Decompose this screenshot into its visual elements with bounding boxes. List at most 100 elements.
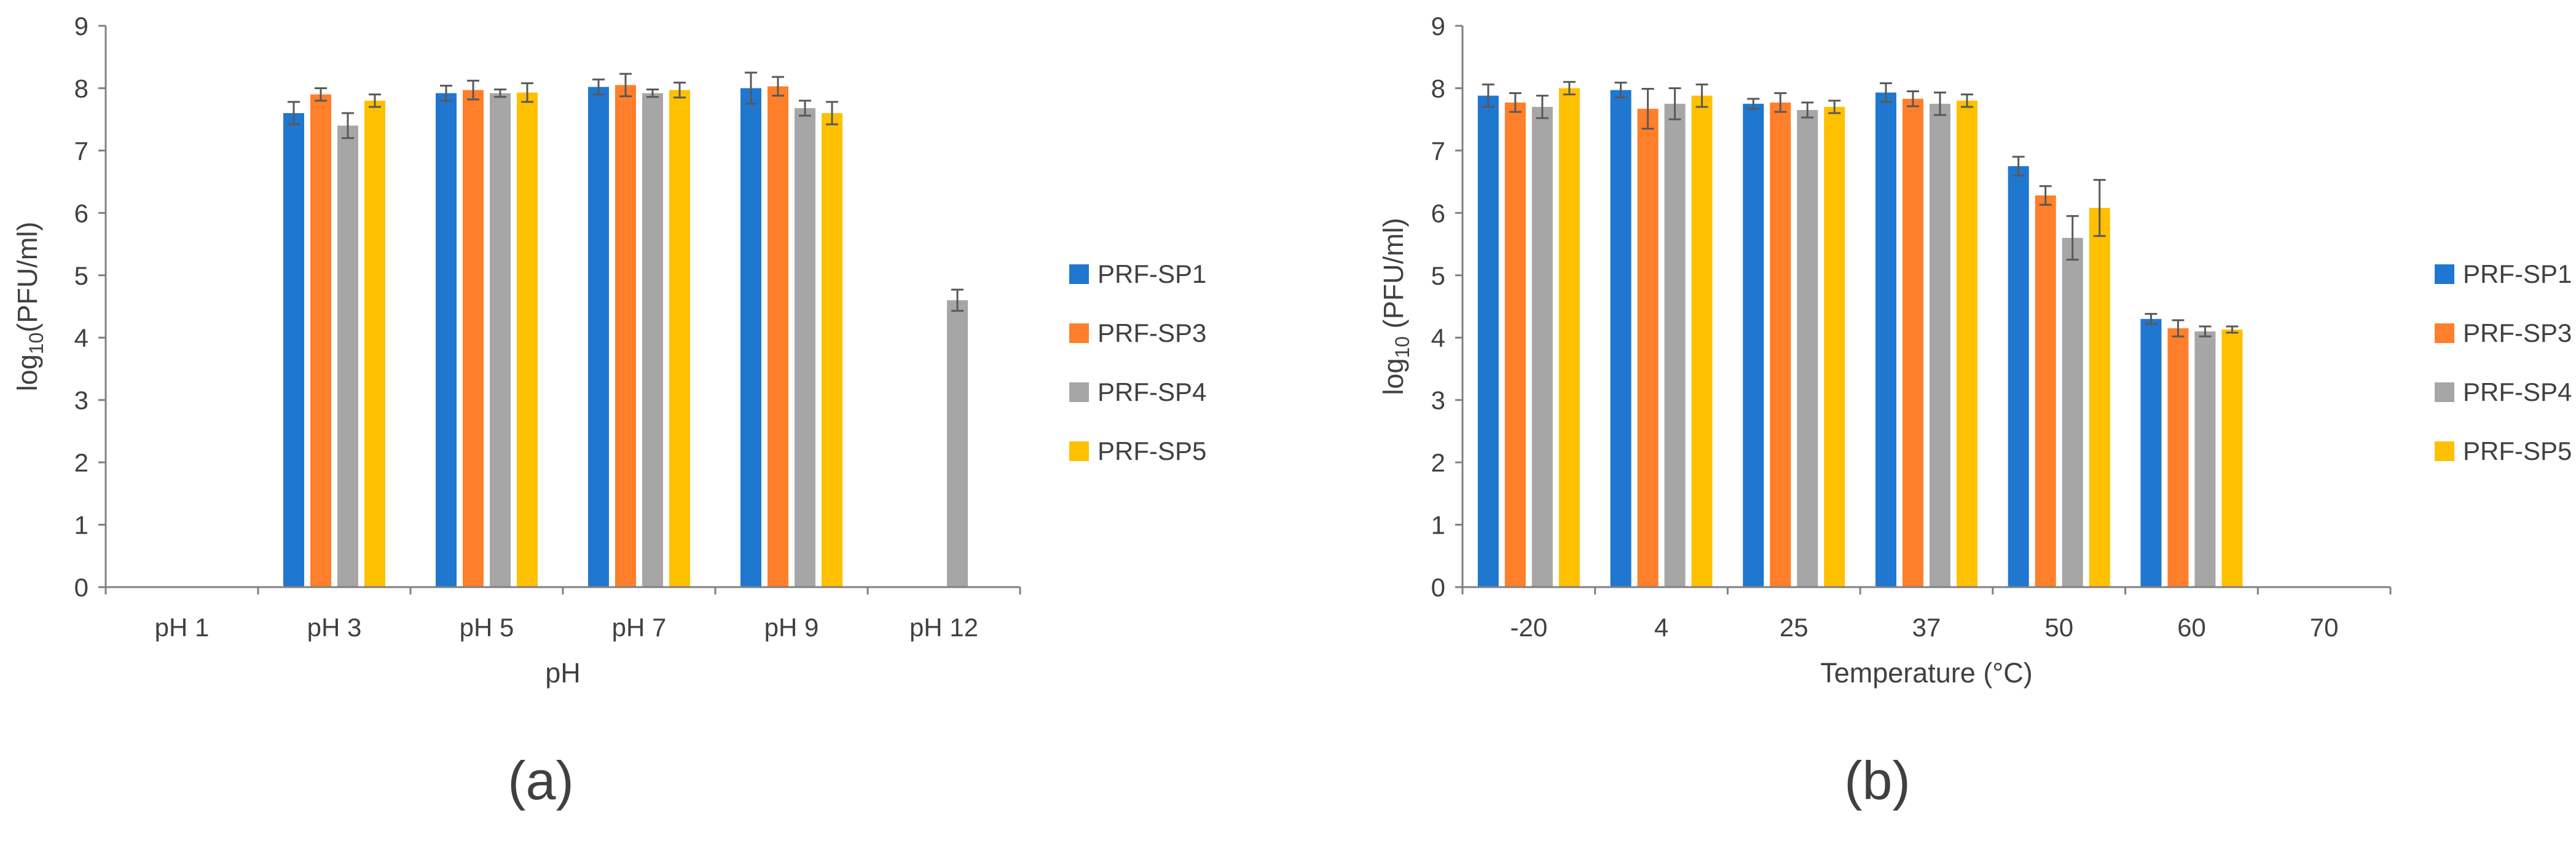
error-bar-prf-sp5-ph-7 — [673, 81, 686, 99]
x-tick-label: pH 7 — [612, 613, 667, 642]
error-bar-prf-sp3-60 — [2172, 319, 2185, 338]
error-bar-prf-sp1-ph-3 — [288, 101, 300, 125]
legend: PRF-SP1 PRF-SP3 PRF-SP4 PRF-SP5 — [1069, 259, 1206, 465]
legend-item-prf-sp5: PRF-SP5 — [1069, 436, 1206, 465]
x-tick-label: 70 — [2310, 613, 2339, 642]
y-tick-label: 7 — [1431, 136, 1445, 165]
x-tick-label: pH 3 — [307, 613, 362, 642]
error-bar-prf-sp1-37 — [1880, 82, 1892, 103]
legend-item-prf-sp4: PRF-SP4 — [1069, 377, 1206, 406]
bar-prf-sp4-4 — [1664, 103, 1686, 588]
bar-prf-sp3-37 — [1903, 98, 1923, 587]
bar-prf-sp1-25 — [1743, 103, 1764, 588]
legend-swatch — [1069, 264, 1089, 284]
legend-label: PRF-SP1 — [1098, 259, 1206, 288]
error-bar-prf-sp4-60 — [2199, 325, 2212, 338]
y-axis-label-prefix: log — [1378, 358, 1409, 395]
error-bar-prf-sp1-60 — [2145, 313, 2158, 325]
error-bar-prf-sp3-37 — [1907, 90, 1919, 108]
x-tick-label: 37 — [1912, 613, 1941, 642]
bar-prf-sp5-60 — [2221, 330, 2243, 587]
y-tick-label: 1 — [1431, 511, 1445, 540]
legend-swatch — [1069, 323, 1089, 343]
y-tick-label: 5 — [74, 261, 88, 290]
bar-prf-sp1-ph-9 — [740, 88, 761, 587]
y-tick-label: 0 — [74, 573, 88, 602]
bar-prf-sp4-37 — [1930, 103, 1950, 588]
x-tick-label: pH 5 — [460, 613, 514, 642]
error-bar-prf-sp5-4 — [1695, 83, 1708, 108]
error-bar-prf-sp4-ph-5 — [494, 88, 506, 98]
y-tick-label: 7 — [74, 136, 88, 165]
bar-prf-sp4-ph-9 — [795, 108, 815, 587]
error-bar-prf-sp3-ph-9 — [772, 76, 784, 97]
bar-prf-sp4-ph-5 — [490, 93, 511, 587]
legend-label: PRF-SP4 — [1098, 377, 1206, 406]
error-bar-prf-sp4-20 — [1536, 95, 1549, 119]
x-tick-group: -20 4 25 37 50 60 70 — [1461, 587, 2392, 642]
legend-swatch — [1069, 382, 1089, 402]
bar-prf-sp4-25 — [1797, 109, 1818, 587]
y-axis-label: log10(PFU/ml) — [12, 222, 47, 392]
bar-prf-sp3-20 — [1504, 102, 1526, 587]
y-tick-label: 4 — [74, 323, 88, 352]
error-bar-prf-sp5-20 — [1563, 81, 1576, 96]
chart-panel-b: 0 1 2 3 4 5 6 7 8 9 -20 4 25 37 50 60 70 PRF-SP1 PRF-SP3… — [1378, 12, 2572, 811]
error-bar-prf-sp3-4 — [1641, 87, 1654, 130]
legend-item-prf-sp1: PRF-SP1 — [2435, 259, 2572, 288]
error-bar-prf-sp4-ph-7 — [646, 88, 659, 98]
legend-label: PRF-SP5 — [1098, 436, 1206, 465]
bar-prf-sp1-60 — [2140, 318, 2162, 587]
x-tick-label: 4 — [1654, 613, 1668, 642]
bar-prf-sp4-60 — [2194, 331, 2216, 587]
x-tick-label: 50 — [2044, 613, 2073, 642]
bar-prf-sp1-ph-3 — [283, 113, 304, 587]
bar-prf-sp5-25 — [1824, 106, 1845, 587]
bar-prf-sp5-37 — [1957, 100, 1977, 587]
y-tick-label: 3 — [1431, 386, 1445, 415]
panel-label-b: (b) — [1844, 750, 1910, 811]
error-bar-prf-sp1-25 — [1747, 98, 1760, 110]
legend-swatch — [2435, 264, 2454, 284]
y-tick-label: 6 — [74, 199, 88, 227]
error-bar-prf-sp1-50 — [2012, 156, 2025, 176]
error-bar-prf-sp3-ph-5 — [467, 79, 479, 101]
legend: PRF-SP1 PRF-SP3 PRF-SP4 PRF-SP5 — [2435, 259, 2572, 465]
legend-swatch — [2435, 323, 2454, 343]
bar-prf-sp1-50 — [2008, 166, 2029, 587]
bar-group — [283, 85, 968, 588]
error-bar-prf-sp3-20 — [1509, 92, 1522, 113]
error-bar-prf-sp4-50 — [2066, 215, 2079, 261]
error-bar-prf-sp4-ph-3 — [342, 112, 354, 140]
error-bar-prf-sp1-ph-7 — [592, 78, 605, 96]
error-bar-prf-sp5-25 — [1828, 100, 1841, 114]
y-axis-label-subscript: 10 — [25, 333, 47, 355]
bar-prf-sp3-4 — [1637, 108, 1659, 587]
panel-label-a: (a) — [508, 750, 574, 811]
bar-prf-sp5-50 — [2089, 208, 2110, 587]
bar-prf-sp5-4 — [1691, 95, 1713, 587]
error-bar-prf-sp1-ph-9 — [745, 71, 757, 105]
legend-label: PRF-SP3 — [1098, 318, 1206, 347]
legend-item-prf-sp5: PRF-SP5 — [2435, 436, 2572, 465]
error-bar-prf-sp4-4 — [1668, 87, 1681, 120]
y-tick-label: 2 — [1431, 448, 1445, 477]
y-tick-group: 0 1 2 3 4 5 6 7 8 9 — [1431, 12, 1463, 602]
y-tick-label: 2 — [74, 448, 88, 477]
error-bar-prf-sp4-ph-9 — [799, 100, 811, 117]
legend-label: PRF-SP3 — [2463, 318, 2572, 347]
bar-prf-sp3-ph-7 — [615, 85, 636, 588]
y-tick-label: 1 — [74, 511, 88, 540]
error-bar-prf-sp3-25 — [1774, 92, 1787, 113]
x-tick-label: 60 — [2177, 613, 2206, 642]
bar-prf-sp4-20 — [1531, 106, 1553, 587]
x-tick-group: pH 1 pH 3 pH 5 pH 7 pH 9 pH 12 — [104, 587, 1021, 642]
error-bar-prf-sp1-20 — [1482, 83, 1494, 108]
bar-prf-sp4-ph-3 — [337, 125, 358, 588]
y-axis-label-suffix: (PFU/ml) — [12, 222, 43, 333]
y-tick-label: 9 — [1431, 12, 1445, 41]
bar-prf-sp4-ph-7 — [642, 93, 663, 587]
legend-item-prf-sp3: PRF-SP3 — [2435, 318, 2572, 347]
x-tick-label: pH 9 — [764, 613, 819, 642]
